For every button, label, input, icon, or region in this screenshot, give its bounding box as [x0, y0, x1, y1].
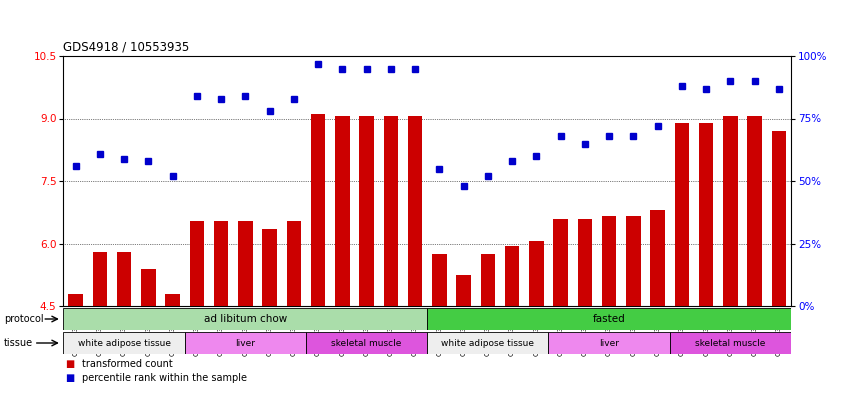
Bar	[214, 220, 228, 306]
Bar	[674, 123, 689, 306]
Bar	[184, 332, 306, 354]
Bar	[190, 220, 204, 306]
Text: liver: liver	[235, 338, 255, 347]
Text: white adipose tissue: white adipose tissue	[78, 338, 171, 347]
Text: ■: ■	[65, 373, 74, 383]
Bar	[670, 332, 791, 354]
Bar	[141, 268, 156, 306]
Bar	[529, 241, 544, 306]
Bar	[553, 219, 568, 306]
Text: ■: ■	[65, 359, 74, 369]
Bar	[63, 332, 184, 354]
Bar	[602, 217, 617, 306]
Bar	[548, 332, 670, 354]
Text: percentile rank within the sample: percentile rank within the sample	[82, 373, 247, 383]
Bar	[262, 229, 277, 306]
Bar	[335, 116, 349, 306]
Text: ad libitum chow: ad libitum chow	[204, 314, 287, 324]
Bar	[383, 116, 398, 306]
Bar	[723, 116, 738, 306]
Bar	[481, 254, 495, 306]
Bar	[505, 246, 519, 306]
Bar	[306, 332, 427, 354]
Bar	[578, 219, 592, 306]
Text: GDS4918 / 10553935: GDS4918 / 10553935	[63, 40, 190, 53]
Bar	[651, 210, 665, 306]
Bar	[772, 131, 786, 306]
Bar	[626, 217, 640, 306]
Bar	[310, 114, 326, 306]
Bar	[92, 252, 107, 306]
Bar	[117, 252, 131, 306]
Bar	[427, 308, 791, 330]
Bar	[360, 116, 374, 306]
Text: protocol: protocol	[4, 314, 44, 324]
Bar	[63, 308, 427, 330]
Bar	[699, 123, 713, 306]
Text: transformed count: transformed count	[82, 359, 173, 369]
Bar	[408, 116, 422, 306]
Bar	[427, 332, 548, 354]
Bar	[747, 116, 762, 306]
Text: skeletal muscle: skeletal muscle	[332, 338, 402, 347]
Text: liver: liver	[599, 338, 619, 347]
Bar	[238, 220, 253, 306]
Text: tissue: tissue	[4, 338, 33, 348]
Bar	[456, 275, 471, 306]
Bar	[69, 294, 83, 306]
Text: white adipose tissue: white adipose tissue	[442, 338, 535, 347]
Bar	[287, 220, 301, 306]
Bar	[432, 254, 447, 306]
Text: fasted: fasted	[593, 314, 625, 324]
Bar	[165, 294, 180, 306]
Text: skeletal muscle: skeletal muscle	[695, 338, 766, 347]
